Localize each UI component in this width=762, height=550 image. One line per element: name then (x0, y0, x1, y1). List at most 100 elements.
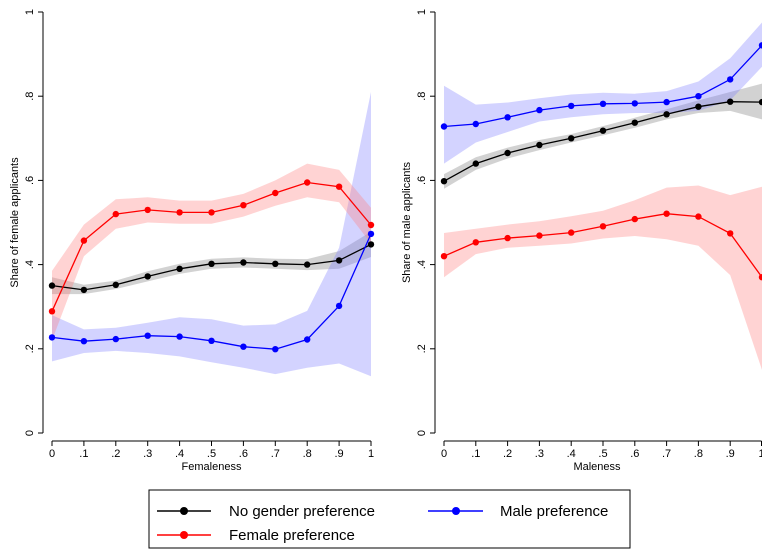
left-point-female-preference (208, 209, 215, 216)
right-point-male-preference (568, 102, 575, 110)
legend: No gender preference Male preference Fem… (148, 489, 631, 549)
right-point-male-preference (440, 123, 448, 130)
left-point-no-gender-preference (80, 286, 88, 294)
right-point-female-preference (599, 223, 607, 230)
left-point-male-preference (112, 335, 120, 343)
left-x-tick-label: .2 (111, 448, 120, 460)
right-point-no-gender-preference (663, 111, 670, 118)
right-point-no-gender-preference (631, 119, 638, 126)
left-x-tick-label: .1 (79, 448, 88, 460)
right-point-female-preference (568, 229, 575, 236)
right-panel-series-points (440, 42, 762, 281)
right-point-no-gender-preference (599, 127, 607, 134)
right-point-female-preference (504, 234, 511, 242)
left-point-female-preference (48, 308, 56, 315)
right-point-no-gender-preference (440, 178, 448, 185)
left-y-tick-label: 0 (24, 430, 36, 436)
left-x-tick-label: .3 (143, 448, 152, 460)
left-panel-y-axis-title: Share of female applicants (9, 157, 21, 288)
left-point-male-preference (80, 338, 88, 345)
right-x-tick-label: .1 (471, 448, 480, 460)
right-x-tick-label: .3 (535, 448, 544, 460)
right-point-male-preference (472, 120, 479, 128)
left-y-tick-label: .2 (24, 344, 36, 353)
right-x-tick-label: .6 (630, 448, 639, 460)
legend-label-no-gender-preference: No gender preference (229, 503, 375, 520)
left-panel: 0 .1 .2 .3 .4 .5 .6 .7 .8 .9 1 0 .2 .4 .6 .8 1 Femalenes… (9, 9, 375, 473)
right-point-female-preference (472, 239, 479, 246)
right-y-tick-label: .8 (416, 92, 428, 101)
left-point-no-gender-preference (144, 273, 151, 280)
left-x-tick-label: .8 (303, 448, 312, 460)
left-point-no-gender-preference (48, 282, 56, 289)
right-point-female-preference (536, 232, 543, 239)
right-point-female-preference (758, 274, 762, 281)
left-point-female-preference (80, 237, 88, 244)
right-band-female-preference (444, 185, 762, 370)
right-y-tick-label: 1 (416, 9, 428, 15)
right-point-male-preference (504, 114, 511, 121)
right-point-male-preference (536, 106, 543, 114)
left-point-male-preference (304, 336, 311, 343)
right-point-no-gender-preference (758, 98, 762, 106)
left-point-female-preference (272, 189, 279, 197)
left-y-tick-label: 1 (24, 9, 36, 15)
right-point-female-preference (695, 213, 702, 220)
right-point-female-preference (440, 253, 448, 260)
left-point-male-preference (367, 230, 375, 238)
left-panel-series-points (48, 179, 375, 353)
right-point-no-gender-preference (568, 135, 575, 142)
right-point-male-preference (695, 93, 702, 100)
right-point-male-preference (599, 100, 607, 108)
right-point-female-preference (631, 215, 638, 223)
right-panel-y-axis-title: Share of male applicants (401, 161, 413, 283)
left-point-no-gender-preference (304, 261, 311, 268)
right-y-tick-label: .6 (416, 176, 428, 185)
left-point-female-preference (240, 202, 247, 209)
right-x-tick-label: .7 (662, 448, 671, 460)
left-point-no-gender-preference (240, 259, 247, 266)
legend-box (148, 489, 631, 549)
left-y-tick-label: .6 (24, 176, 36, 185)
legend-swatch-marker (180, 507, 188, 515)
right-point-female-preference (663, 210, 670, 217)
left-x-tick-label: .7 (271, 448, 280, 460)
left-point-female-preference (335, 183, 343, 190)
left-point-male-preference (240, 343, 247, 350)
left-point-female-preference (176, 209, 183, 216)
left-x-tick-label: .6 (239, 448, 248, 460)
right-point-male-preference (758, 42, 762, 49)
right-y-tick-label: .2 (416, 344, 428, 353)
right-x-tick-label: 1 (758, 448, 762, 460)
right-x-tick-label: .4 (567, 448, 576, 460)
left-point-no-gender-preference (112, 281, 120, 288)
right-x-tick-label: .5 (598, 448, 607, 460)
legend-label-female-preference: Female preference (229, 527, 355, 544)
left-point-male-preference (335, 302, 343, 310)
right-point-no-gender-preference (695, 103, 702, 110)
left-x-tick-label: .4 (175, 448, 184, 460)
right-point-male-preference (631, 100, 638, 107)
left-y-tick-label: .8 (24, 92, 36, 101)
left-x-tick-label: 1 (368, 448, 374, 460)
left-point-female-preference (112, 210, 120, 218)
right-point-male-preference (727, 76, 734, 83)
right-point-no-gender-preference (504, 149, 511, 157)
right-x-tick-label: .9 (726, 448, 735, 460)
right-band-male-preference (444, 22, 762, 164)
left-point-female-preference (144, 206, 151, 214)
right-y-tick-label: 0 (416, 430, 428, 436)
left-x-tick-label: .9 (335, 448, 344, 460)
left-point-female-preference (304, 179, 311, 186)
right-x-tick-label: .2 (503, 448, 512, 460)
right-panel-x-axis-title: Maleness (573, 461, 621, 473)
left-x-tick-label: .5 (207, 448, 216, 460)
left-point-female-preference (367, 221, 375, 229)
right-point-male-preference (663, 98, 670, 106)
legend-label-male-preference: Male preference (500, 503, 608, 520)
left-x-tick-label: 0 (49, 448, 55, 460)
left-point-male-preference (208, 337, 215, 344)
left-point-no-gender-preference (208, 260, 215, 267)
